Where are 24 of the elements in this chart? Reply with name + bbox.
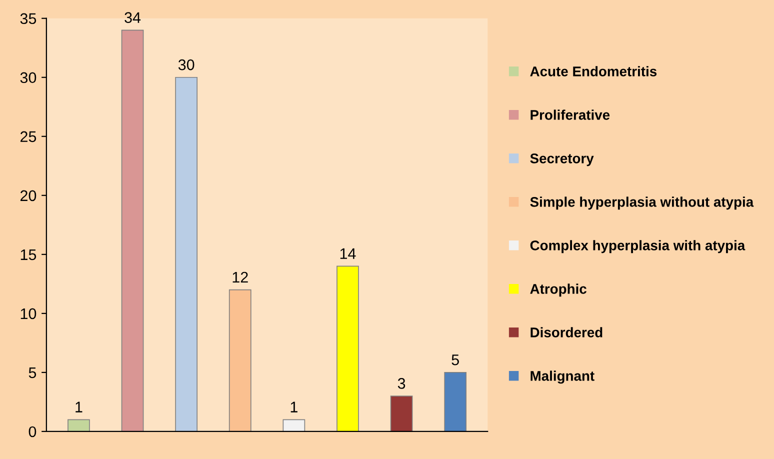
- data-label: 5: [452, 354, 459, 366]
- data-label: 1: [76, 402, 82, 412]
- y-tick-label: 35: [20, 13, 36, 24]
- data-label: 34: [124, 12, 141, 23]
- legend-label: Complex hyperplasia with atypia: [530, 240, 746, 254]
- legend-label: Malignant: [530, 370, 594, 384]
- legend-label: Secretory: [530, 154, 594, 166]
- y-tick-label: 30: [20, 72, 36, 84]
- data-label: 14: [340, 248, 356, 259]
- legend-label: Proliferative: [530, 110, 610, 120]
- y-tick-label: 25: [20, 131, 36, 142]
- y-tick-label: 15: [20, 249, 36, 260]
- legend-label: Acute Endometritis: [530, 66, 657, 76]
- legend-label: Disordered: [530, 327, 602, 338]
- y-tick-label: 0: [28, 426, 36, 438]
- data-label: 1: [290, 402, 298, 412]
- y-tick-label: 5: [28, 367, 36, 378]
- data-label: 3: [398, 378, 406, 389]
- data-label: 12: [232, 272, 248, 282]
- y-tick-label: 10: [20, 308, 36, 320]
- y-tick-label: 20: [20, 190, 36, 202]
- legend-label: Atrophic: [530, 284, 586, 297]
- data-label: 30: [178, 59, 194, 70]
- legend-label: Simple hyperplasia without atypia: [530, 196, 754, 210]
